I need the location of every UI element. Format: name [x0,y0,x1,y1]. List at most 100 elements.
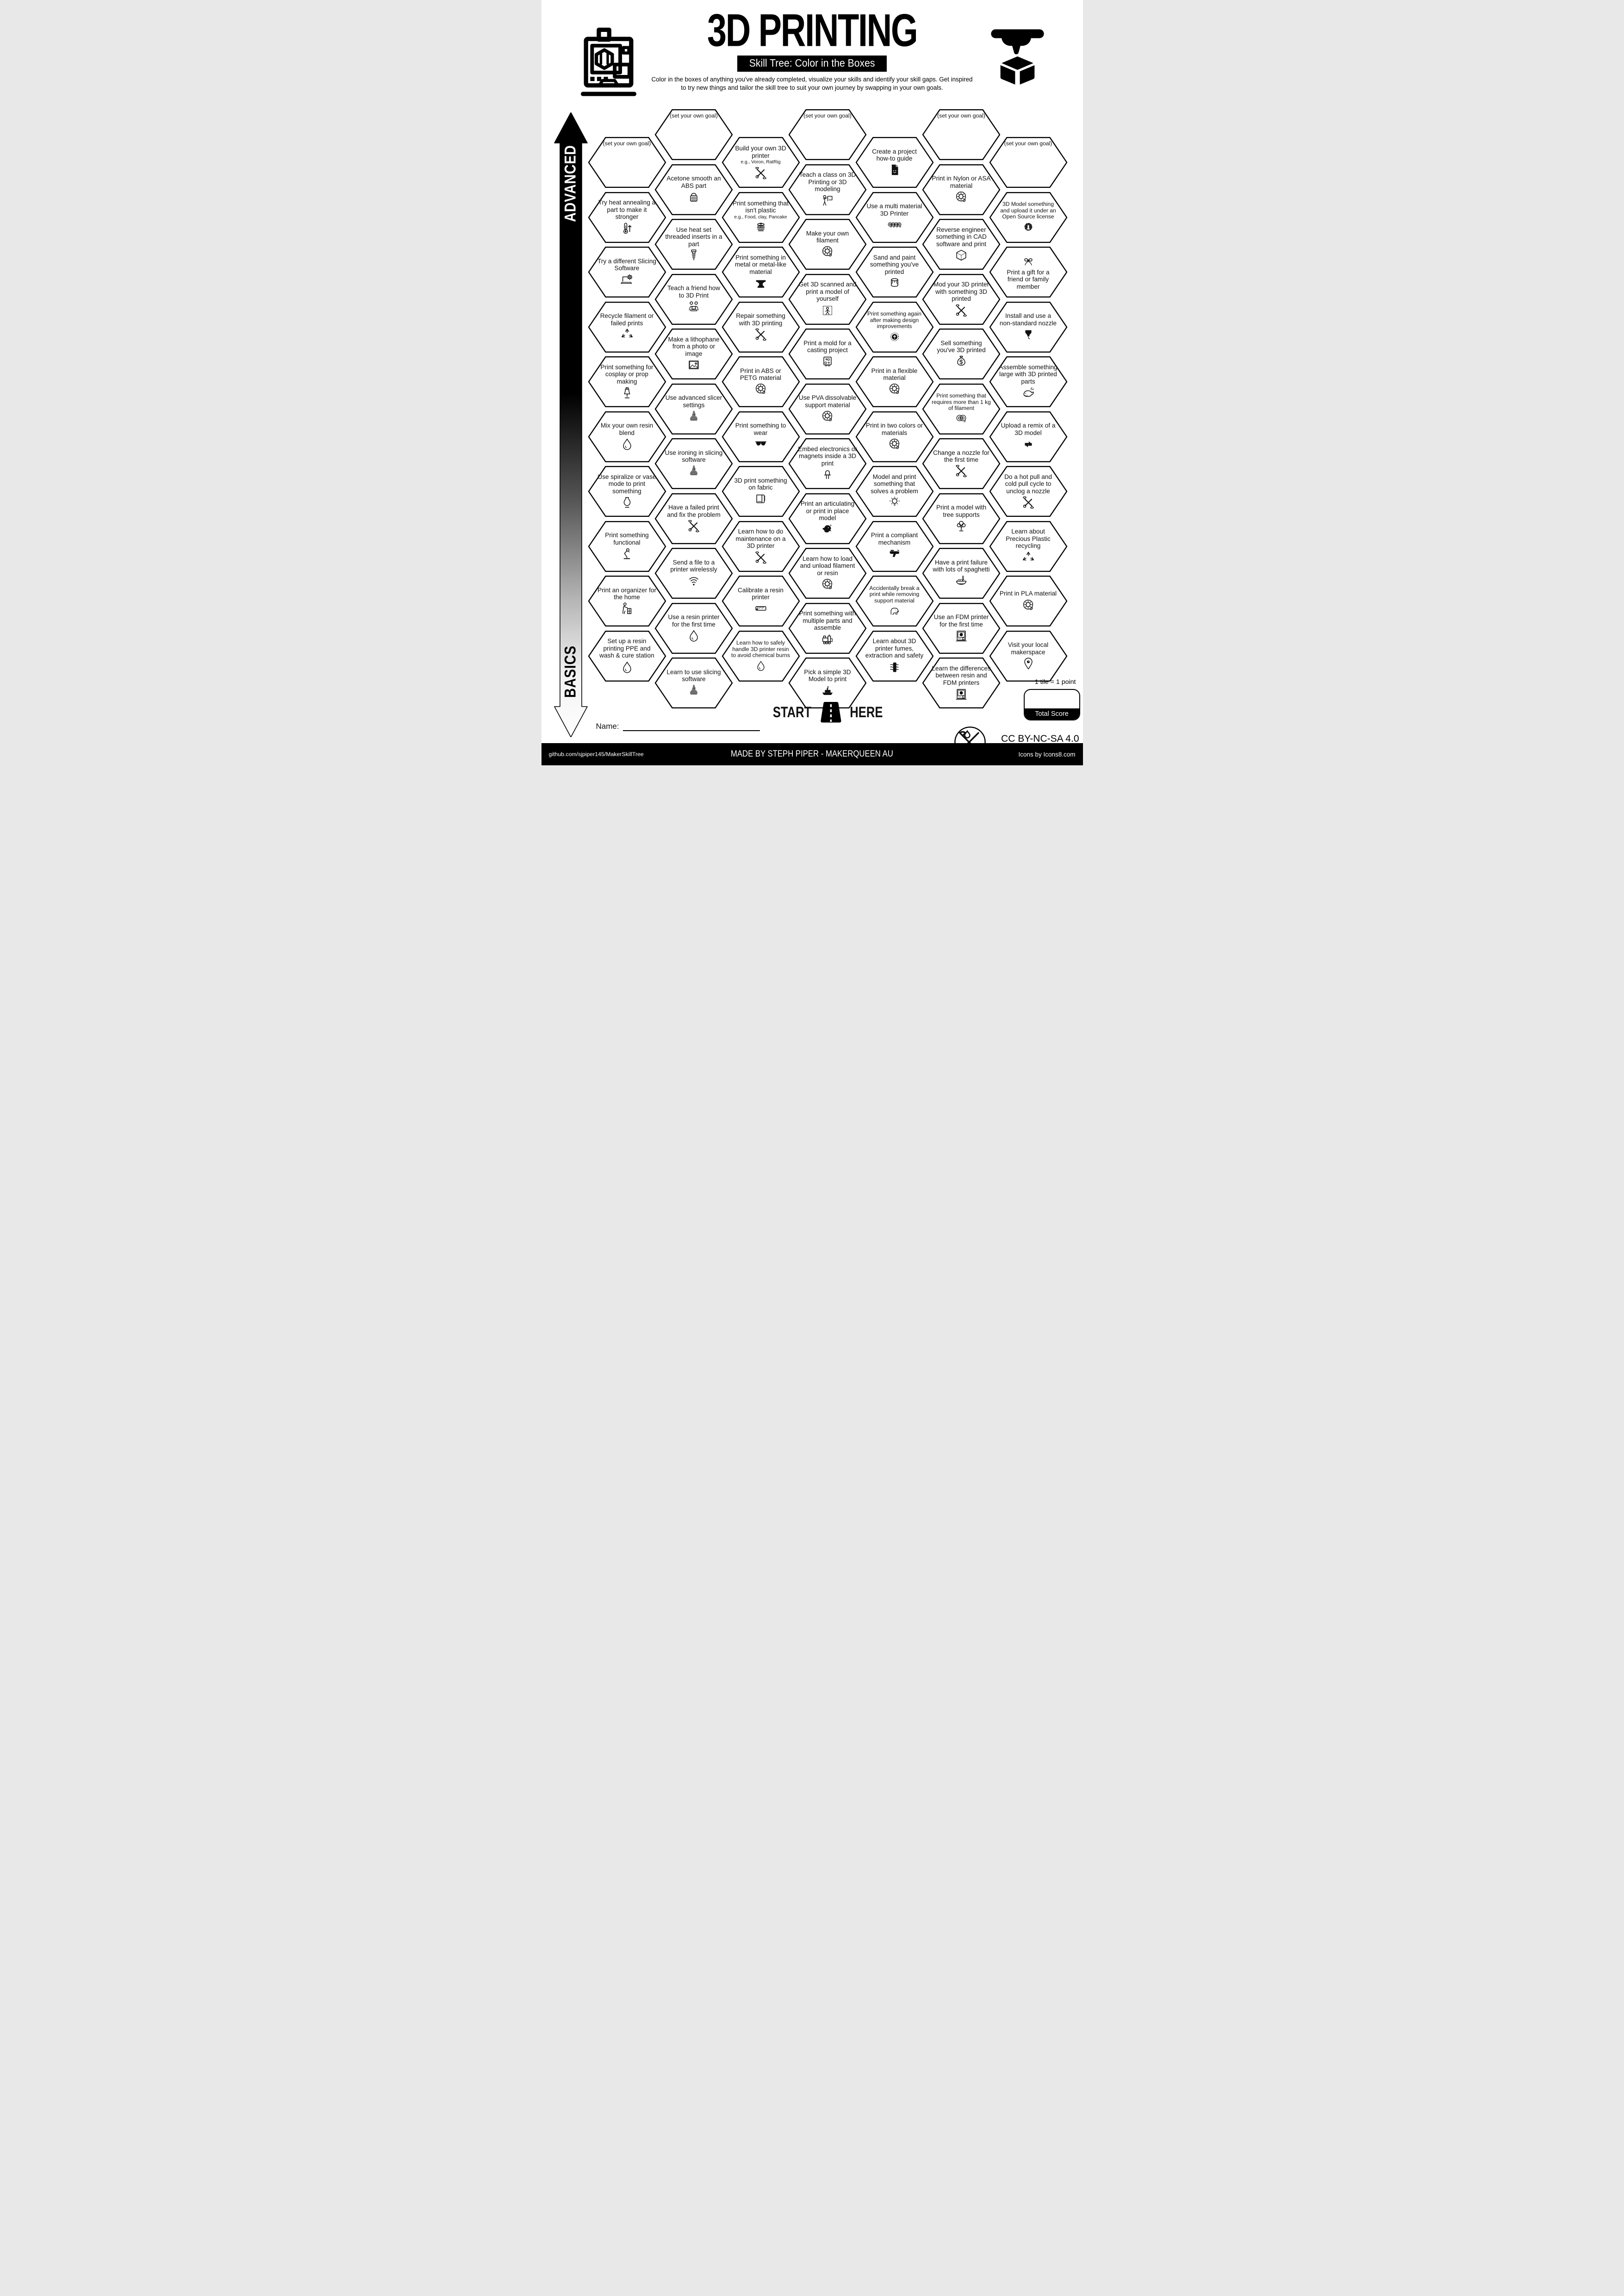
skill-tile[interactable]: Sand and paint something you've printed [855,246,934,298]
sunglasses-icon [755,441,766,446]
skill-tile[interactable]: Print something in metal or metal-like m… [722,246,800,298]
tile-label: Recycle filament or failed prints [600,312,654,327]
skill-tile[interactable]: Have a failed print and fix the problem [654,493,733,545]
skill-tile[interactable]: Print something again after making desig… [855,301,934,353]
skill-tile[interactable]: Learn about Precious Plastic recycling [989,521,1068,572]
skill-tile[interactable]: Print a gift for a friend or family memb… [989,246,1068,298]
skill-tile[interactable]: Learn how to safely handle 3D printer re… [722,630,800,682]
skill-tile[interactable]: Pick a simple 3D Model to print [788,657,867,709]
skill-tile[interactable]: Try a different Slicing Software [588,246,666,298]
person-scan-icon [823,305,832,315]
skill-tile[interactable]: Print something that requires more than … [922,383,1001,435]
skill-tile[interactable]: Send a file to a printer wirelessly [654,547,733,599]
tile-label: Learn how to do maintenance on a 3D prin… [735,528,786,550]
skill-tile[interactable]: Learn how to do maintenance on a 3D prin… [722,521,800,572]
skill-tile[interactable]: Do a hot pull and cold pull cycle to unc… [989,465,1068,517]
skill-tile[interactable]: Print a mold for a casting project [788,328,867,380]
skill-tile[interactable]: Visit your local makerspace [989,630,1068,682]
location-pin-icon [1024,658,1033,670]
skill-tile[interactable]: Print in a flexible material [855,356,934,408]
skill-tile[interactable]: Assemble something large with 3D printed… [989,356,1068,408]
tools-icon [956,304,967,316]
sliced-model-icon [690,411,698,421]
skill-tile[interactable]: Mix your own resin blend [588,411,666,463]
footer-icons-credit[interactable]: Icons by Icons8.com [1018,751,1076,758]
tile-label: 3D print something on fabric [734,477,787,491]
fdm-printer-icon [956,630,967,641]
skill-tile[interactable]: Print something for cosplay or prop maki… [588,356,666,408]
skill-tile[interactable]: Install and use a non-standard nozzle [989,301,1068,353]
skill-tile[interactable]: Use spiralize or vase mode to print some… [588,465,666,517]
skill-tile[interactable]: Use a resin printer for the first time [654,602,733,654]
goal-tile[interactable]: (set your own goal) [588,137,666,188]
hexagon-outline [588,521,666,572]
skill-tile[interactable]: Print in ABS or PETG material [722,356,800,408]
skill-tile[interactable]: Print a compliant mechanism [855,521,934,572]
wifi-icon [689,577,698,586]
skill-tile[interactable]: 3D Model something and upload it under a… [989,192,1068,243]
skill-tile[interactable]: Use advanced slicer settings [654,383,733,435]
spool-icon [755,384,765,394]
skill-tile[interactable]: Try heat annealing a part to make it str… [588,192,666,243]
skill-tile[interactable]: Use a multi material 3D Printer [855,192,934,243]
print-head-cube-icon [990,29,1044,85]
skill-tile[interactable]: Learn how to load and unload filament or… [788,547,867,599]
skill-tile[interactable]: Learn about 3D printer fumes, extraction… [855,630,934,682]
skill-tile[interactable]: Have a print failure with lots of spaghe… [922,547,1001,599]
name-input-line[interactable] [622,721,760,731]
skill-tile[interactable]: Learn to use slicing software [654,657,733,709]
footer-credit: MADE BY STEPH PIPER - MAKERQUEEN AU [731,749,893,759]
goal-tile[interactable]: (set your own goal) [788,109,867,161]
skill-tile[interactable]: Print an organizer for the home [588,575,666,627]
skill-tile[interactable]: Use PVA dissolvable support material [788,383,867,435]
skill-tile[interactable]: Learn the differences between resin and … [922,657,1001,709]
skill-tile[interactable]: Use heat set threaded inserts in a part [654,218,733,270]
skill-tile[interactable]: Make your own filament [788,218,867,270]
skill-tile[interactable]: Use ironing in slicing software [654,438,733,490]
skill-tile[interactable]: Print something that isn't plastic e.g., … [722,192,800,243]
footer-repo-link[interactable]: github.com/sjpiper145/MakerSkillTree [548,751,644,757]
tile-label: (set your own goal) [1004,140,1052,147]
skill-tile[interactable]: Model and print something that solves a … [855,465,934,517]
skill-tile[interactable]: Print in two colors or materials [855,411,934,463]
hexagon-outline [654,109,733,161]
skill-tile[interactable]: Print a model with tree supports [922,493,1001,545]
skill-tile[interactable]: Print an articulating or print in place … [788,493,867,545]
skill-tile[interactable]: Acetone smooth an ABS part [654,164,733,216]
page-title: 3D PRINTING [707,4,918,56]
skill-tile[interactable]: Sell something you've 3D printed [922,328,1001,380]
skill-tile[interactable]: Set up a resin printing PPE and wash & c… [588,630,666,682]
skill-tile[interactable]: Use an FDM printer for the first time [922,602,1001,654]
skill-tile[interactable]: Embed electronics or magnets inside a 3D… [788,438,867,490]
skill-tile[interactable]: Print something functional [588,521,666,572]
skill-tile[interactable]: Print something to wear [722,411,800,463]
goal-tile[interactable]: (set your own goal) [922,109,1001,161]
skill-tile[interactable]: Print something with multiple parts and … [788,602,867,654]
total-score-box: Total Score [1023,689,1080,720]
skill-tile[interactable]: Repair something with 3D printing [722,301,800,353]
tile-label: Mix your own resin blend [600,422,653,436]
skill-tree-poster: 3D PRINTING Skill Tree: Color in the Box… [541,0,1083,765]
goal-tile[interactable]: (set your own goal) [654,109,733,161]
skill-tile[interactable]: Get 3D scanned and print a model of your… [788,273,867,325]
skill-tile[interactable]: Make a lithophane from a photo or image [654,328,733,380]
skill-tile[interactable]: Change a nozzle for the first time [922,438,1001,490]
skill-tile[interactable]: Reverse engineer something in CAD softwa… [922,218,1001,270]
skill-tile[interactable]: Build your own 3D printer e.g., Voron, Ra… [722,137,800,188]
skill-tile[interactable]: Print in Nylon or ASA material [922,164,1001,216]
goal-tile[interactable]: (set your own goal) [989,137,1068,188]
skill-tile[interactable]: Create a project how-to guide [855,137,934,188]
skill-tile[interactable]: 3D print something on fabric [722,465,800,517]
skill-tile[interactable]: Accidentally break a print while removin… [855,575,934,627]
skill-tile[interactable]: Teach a friend how to 3D Print [654,273,733,325]
skill-tile[interactable]: Mod your 3D printer with something 3D pr… [922,273,1001,325]
skill-tile[interactable]: Teach a class on 3D Printing or 3D model… [788,164,867,216]
spool-icon [822,246,833,257]
skill-tile[interactable]: Upload a remix of a 3D model [989,411,1068,463]
tile-label: Learn how to safely handle 3D printer re… [731,639,790,659]
hexagon-outline [588,247,666,298]
skill-tile[interactable]: Calibrate a resin printer [722,575,800,627]
skill-tile[interactable]: Recycle filament or failed prints [588,301,666,353]
score-write-area[interactable] [1025,690,1079,708]
skill-tile[interactable]: Print in PLA material [989,575,1068,627]
